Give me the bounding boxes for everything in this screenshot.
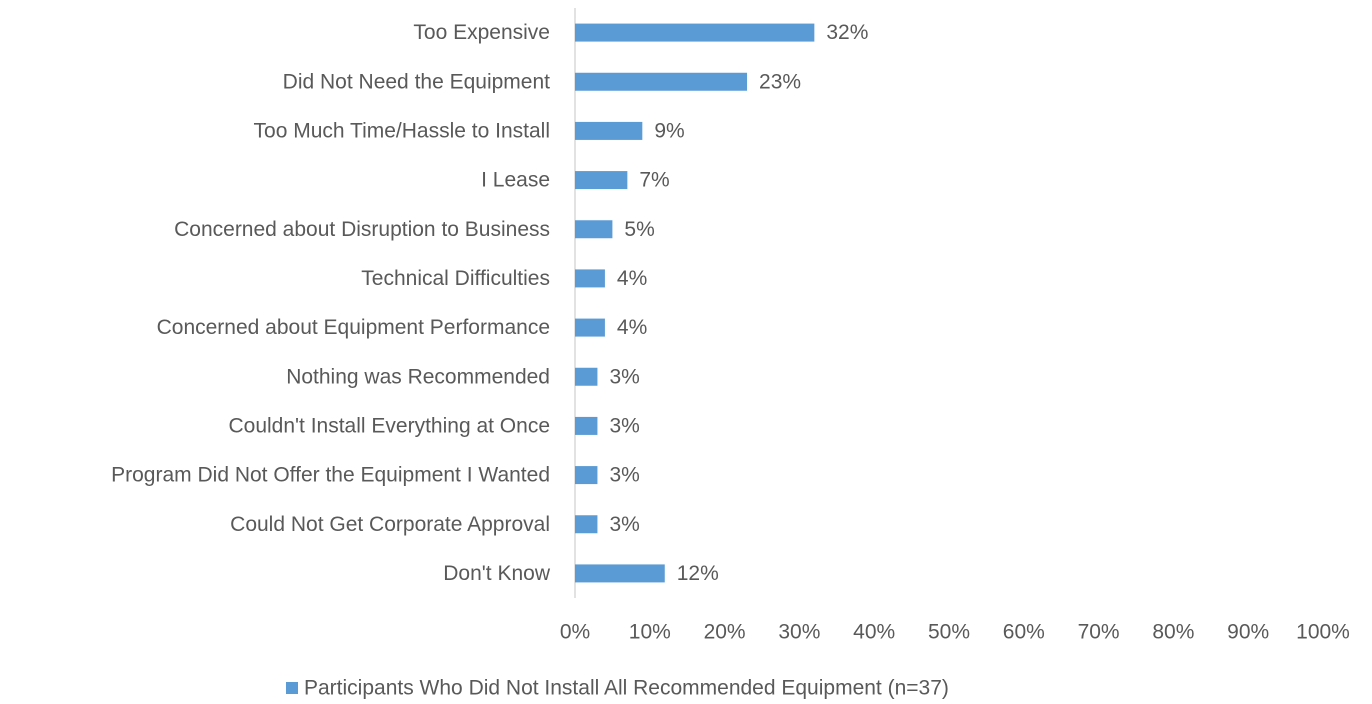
data-label: 5% [624, 218, 654, 241]
data-label: 4% [617, 267, 647, 290]
y-tick-label: Did Not Need the Equipment [283, 70, 550, 93]
data-label: 3% [609, 464, 639, 487]
bar [575, 269, 605, 288]
x-tick-label: 70% [1078, 621, 1120, 644]
data-label: 3% [609, 513, 639, 536]
bar [575, 416, 598, 435]
y-tick-label: Don't Know [443, 562, 551, 585]
bar [575, 23, 815, 42]
data-label: 9% [654, 119, 684, 142]
bar [575, 171, 628, 190]
data-label: 23% [759, 70, 801, 93]
y-tick-label: Too Expensive [413, 21, 550, 44]
y-tick-label: Technical Difficulties [361, 267, 550, 290]
data-label: 3% [609, 414, 639, 437]
data-label: 12% [677, 562, 719, 585]
y-tick-label: Concerned about Equipment Performance [157, 316, 550, 339]
x-tick-label: 10% [629, 621, 671, 644]
y-tick-label: Couldn't Install Everything at Once [228, 414, 550, 437]
x-tick-label: 20% [704, 621, 746, 644]
x-tick-label: 50% [928, 621, 970, 644]
x-tick-label: 90% [1227, 621, 1269, 644]
bar [575, 367, 598, 386]
data-label: 32% [826, 21, 868, 44]
bar [575, 564, 665, 583]
x-tick-label: 60% [1003, 621, 1045, 644]
bar [575, 515, 598, 534]
data-label: 4% [617, 316, 647, 339]
bar [575, 72, 748, 91]
x-tick-label: 40% [853, 621, 895, 644]
data-label: 7% [639, 169, 669, 192]
y-tick-label: Program Did Not Offer the Equipment I Wa… [111, 464, 550, 487]
y-tick-label: Concerned about Disruption to Business [174, 218, 550, 241]
y-tick-label: Too Much Time/Hassle to Install [254, 119, 550, 142]
bar [575, 121, 643, 140]
legend-swatch [286, 682, 298, 694]
x-tick-label: 30% [778, 621, 820, 644]
bar [575, 466, 598, 485]
bar [575, 318, 605, 337]
x-tick-label: 80% [1152, 621, 1194, 644]
x-tick-label: 0% [560, 621, 590, 644]
y-tick-label: I Lease [481, 169, 550, 192]
y-tick-label: Nothing was Recommended [286, 365, 550, 388]
bar [575, 220, 613, 239]
legend-label: Participants Who Did Not Install All Rec… [304, 677, 949, 699]
y-tick-label: Could Not Get Corporate Approval [230, 513, 550, 536]
data-label: 3% [609, 365, 639, 388]
x-tick-label: 100% [1296, 621, 1350, 644]
